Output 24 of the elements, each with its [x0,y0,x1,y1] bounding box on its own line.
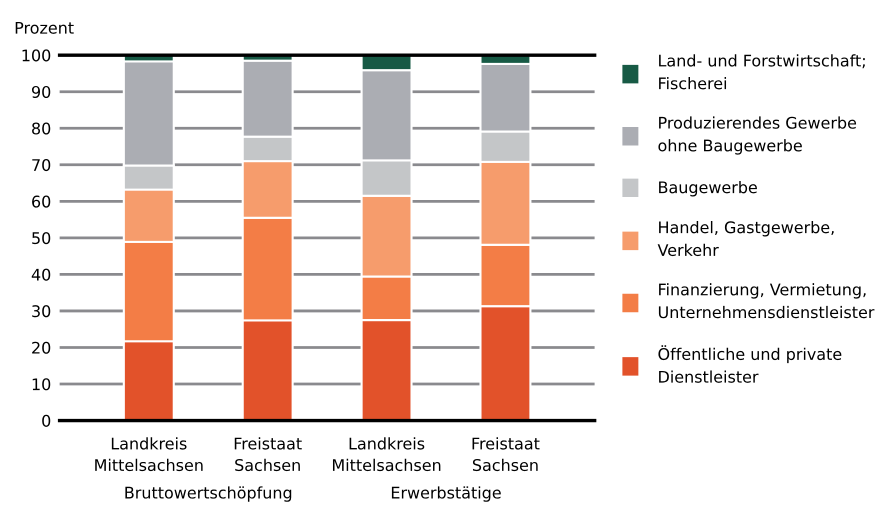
x-tick-label: Freistaat Sachsen [234,437,302,472]
y-tick-label: 30 [32,305,50,318]
x-tick-label: Freistaat Sachsen [472,437,540,472]
y-axis-title: Prozent [16,22,74,34]
x-tick-label: Landkreis Mittelsachsen [332,437,440,472]
legend-label: Baugewerbe [659,180,757,196]
y-tick-label: 90 [32,86,50,98]
legend-label: Öffentliche und private Dienstleister [658,345,842,383]
legend-label: Handel, Gastgewerbe, Verkehr [658,220,834,256]
legend-label: Finanzierung, Vermietung, Unternehmensdienstleister [658,283,874,318]
y-tick-label: 100 [22,49,50,62]
y-tick-label: 80 [32,122,50,135]
y-tick-label: 60 [32,196,50,208]
text: Erwerbstätige [392,486,501,502]
y-tick-label: 50 [32,232,50,244]
y-tick-label: 20 [32,342,50,354]
y-tick-label: 70 [32,159,50,172]
legend-label: Land- und Forstwirtschaft; Fischerei [659,54,865,90]
x-tick-label: Landkreis Mittelsachsen [95,437,203,472]
y-tick-label: 0 [42,414,50,427]
y-tick-label: 10 [32,378,50,390]
text: Bruttowertschöpfung [125,486,292,502]
legend-label: Produzierendes Gewerbe ohne Baugewerbe [658,116,856,155]
y-tick-label: 40 [32,268,50,281]
